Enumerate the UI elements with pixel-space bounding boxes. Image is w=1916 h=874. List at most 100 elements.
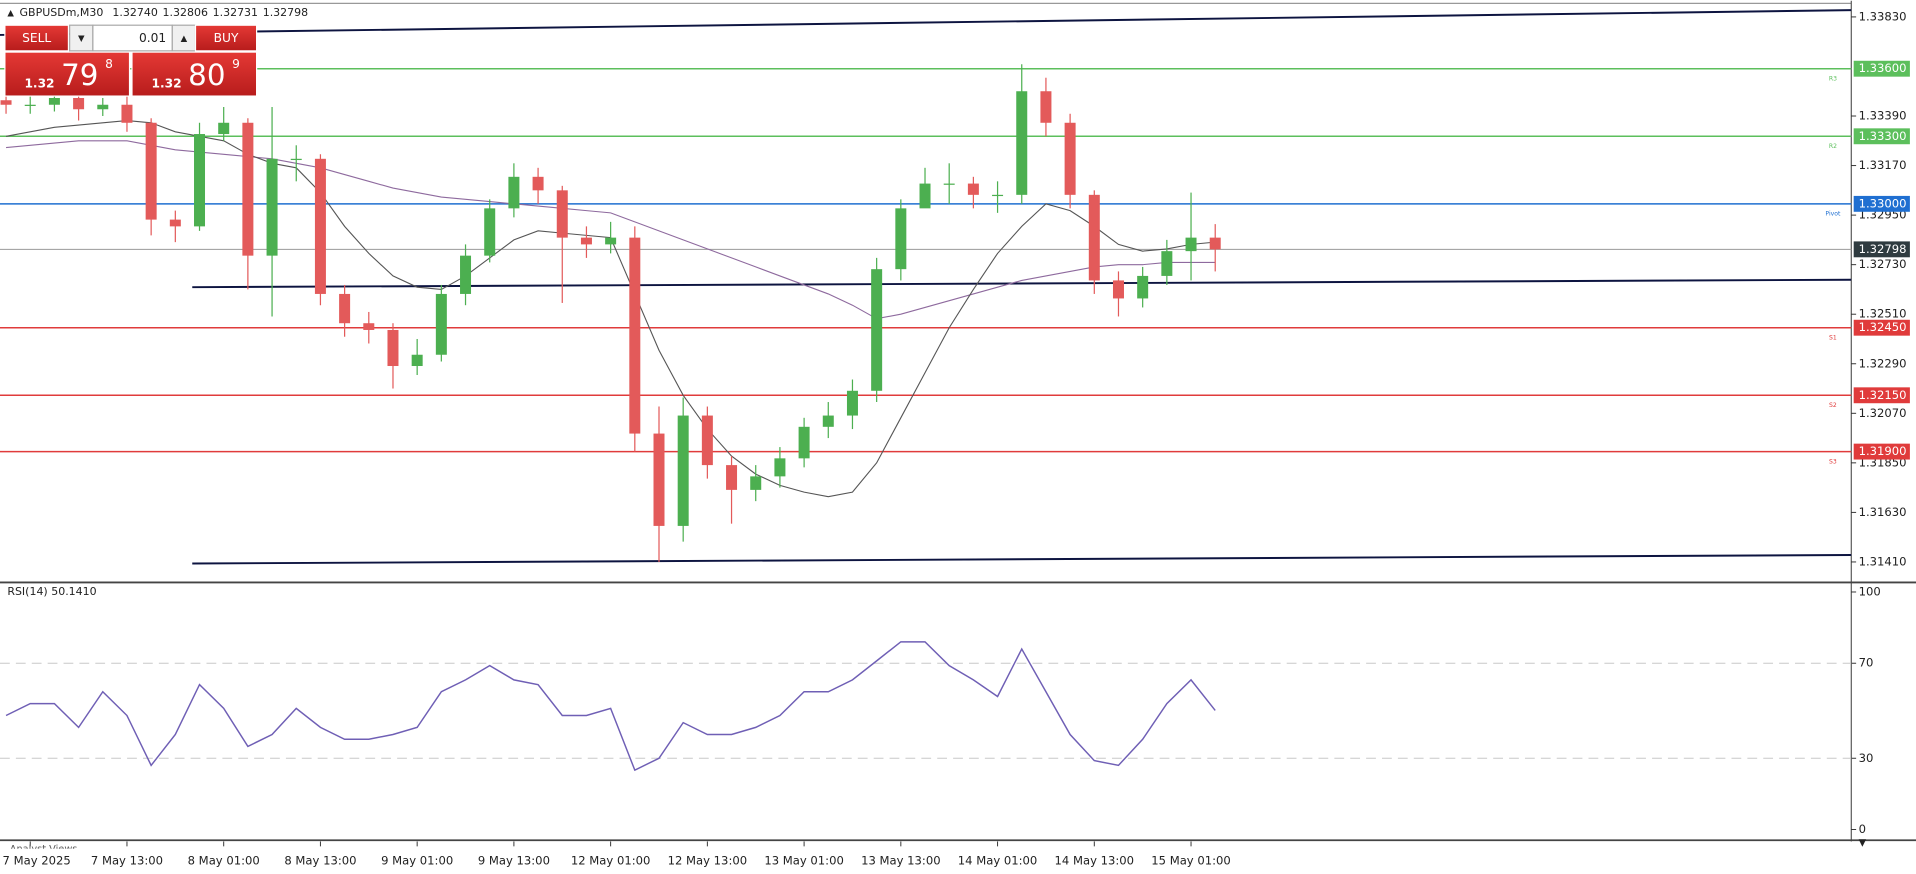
y-tick-label: 1.32290 bbox=[1859, 356, 1907, 370]
candle-body bbox=[653, 433, 665, 526]
candle-body bbox=[242, 122, 254, 256]
candle-body bbox=[750, 476, 762, 490]
buy-price-big[interactable]: 1.32 bbox=[152, 76, 182, 90]
candle-body bbox=[508, 176, 520, 209]
x-tick-label: 9 May 13:00 bbox=[478, 854, 550, 868]
candle-body bbox=[266, 158, 278, 256]
buy-price-pips[interactable]: 80 bbox=[188, 58, 225, 92]
y-tick-label: 1.32070 bbox=[1859, 406, 1907, 420]
sell-button[interactable] bbox=[4, 24, 70, 52]
candle-body bbox=[363, 323, 375, 330]
x-tick-label: 14 May 01:00 bbox=[958, 854, 1038, 868]
candle-body bbox=[145, 122, 157, 220]
volume-up-arrow[interactable]: ▲ bbox=[181, 34, 188, 44]
buy-label[interactable]: BUY bbox=[214, 31, 239, 45]
level-name: S3 bbox=[1829, 458, 1837, 465]
y-tick-label: 1.32730 bbox=[1859, 257, 1907, 271]
rsi-tick-label: 30 bbox=[1859, 751, 1874, 765]
volume-input[interactable] bbox=[92, 24, 173, 52]
scroll-arrow[interactable]: ▼ bbox=[1859, 838, 1867, 849]
candle-body bbox=[290, 158, 302, 161]
y-tick-label: 1.32510 bbox=[1859, 307, 1907, 321]
rsi-title: RSI(14) 50.1410 bbox=[7, 585, 96, 598]
sell-label[interactable]: SELL bbox=[22, 31, 51, 45]
footer-tab-wrap: Analyst Views bbox=[10, 844, 78, 855]
ohlc-open: 1.32740 bbox=[112, 6, 157, 19]
candle-body bbox=[846, 390, 858, 416]
candle-body bbox=[0, 100, 12, 105]
candle-body bbox=[605, 237, 617, 245]
candle-body bbox=[1088, 194, 1100, 281]
candle-body bbox=[387, 329, 399, 367]
x-tick-label: 9 May 01:00 bbox=[381, 854, 453, 868]
candle-body bbox=[967, 183, 979, 195]
sell-price-point[interactable]: 8 bbox=[105, 57, 113, 71]
candle-body bbox=[1137, 275, 1149, 299]
buy-button[interactable] bbox=[194, 24, 258, 52]
volume-down-arrow[interactable]: ▼ bbox=[78, 34, 85, 44]
y-tick-label: 1.33170 bbox=[1859, 158, 1907, 172]
rsi-line bbox=[5, 641, 1216, 772]
candle-body bbox=[556, 190, 568, 238]
level-tag-label: 1.33000 bbox=[1859, 196, 1907, 210]
candle-body bbox=[822, 415, 834, 427]
candle-body bbox=[218, 122, 230, 135]
candle-body bbox=[169, 219, 181, 227]
candle-body bbox=[97, 104, 109, 110]
candle-body bbox=[871, 269, 883, 391]
volume-value[interactable]: 0.01 bbox=[139, 31, 166, 45]
x-tick-label: 12 May 01:00 bbox=[571, 854, 651, 868]
candle-body bbox=[484, 208, 496, 256]
level-name: S1 bbox=[1829, 334, 1837, 341]
footer-tab[interactable]: Analyst Views bbox=[10, 844, 78, 855]
sell-price-box[interactable] bbox=[4, 51, 131, 97]
y-tick-label: 1.33830 bbox=[1859, 9, 1907, 23]
last-price-tag bbox=[1853, 241, 1910, 258]
buy-price-box[interactable] bbox=[131, 51, 258, 97]
level-tag bbox=[1853, 387, 1910, 404]
x-tick-label: 8 May 01:00 bbox=[188, 854, 260, 868]
candle-body bbox=[1064, 122, 1076, 195]
collapse-arrow[interactable]: ▲ bbox=[7, 8, 14, 18]
candle-body bbox=[919, 183, 931, 209]
candle-body bbox=[48, 97, 60, 105]
x-tick-label: 7 May 2025 bbox=[3, 854, 71, 868]
ohlc-high: 1.32806 bbox=[163, 6, 208, 19]
candle-body bbox=[73, 97, 85, 110]
candle-body bbox=[1185, 237, 1197, 252]
candle-body bbox=[774, 458, 786, 477]
rsi-tick-label: 100 bbox=[1859, 584, 1881, 598]
candle-body bbox=[121, 104, 133, 123]
level-name: R3 bbox=[1829, 75, 1837, 82]
level-tag-label: 1.33300 bbox=[1859, 129, 1907, 143]
candle-body bbox=[314, 158, 326, 294]
y-tick-label: 1.31630 bbox=[1859, 505, 1907, 519]
sell-price-big[interactable]: 1.32 bbox=[24, 76, 54, 90]
candle-body bbox=[532, 176, 544, 191]
chart-layer: 1.338301.333901.331701.329501.327301.325… bbox=[0, 9, 1910, 868]
candle-body bbox=[411, 354, 423, 367]
candle-body bbox=[1016, 91, 1028, 195]
candle-body bbox=[1112, 280, 1124, 299]
sell-price-pips[interactable]: 79 bbox=[61, 58, 98, 92]
candle-body bbox=[194, 134, 206, 227]
level-name: S2 bbox=[1829, 402, 1837, 409]
candle-body bbox=[580, 237, 592, 245]
x-tick-label: 13 May 01:00 bbox=[764, 854, 844, 868]
candle-body bbox=[677, 415, 689, 526]
candle-body bbox=[1209, 237, 1221, 250]
candle-body bbox=[895, 208, 907, 270]
trendline bbox=[192, 553, 1852, 565]
x-tick-label: 14 May 13:00 bbox=[1055, 854, 1135, 868]
ohlc-low: 1.32731 bbox=[213, 6, 258, 19]
buy-price-point[interactable]: 9 bbox=[232, 57, 240, 71]
level-tag bbox=[1853, 128, 1910, 145]
candle-body bbox=[339, 293, 351, 324]
level-tag bbox=[1853, 195, 1910, 212]
level-tag-label: 1.32150 bbox=[1859, 388, 1907, 402]
moving-average bbox=[5, 140, 1216, 320]
level-name: Pivot bbox=[1825, 211, 1841, 218]
level-tag bbox=[1853, 443, 1910, 460]
level-tag-label: 1.33600 bbox=[1859, 61, 1907, 75]
